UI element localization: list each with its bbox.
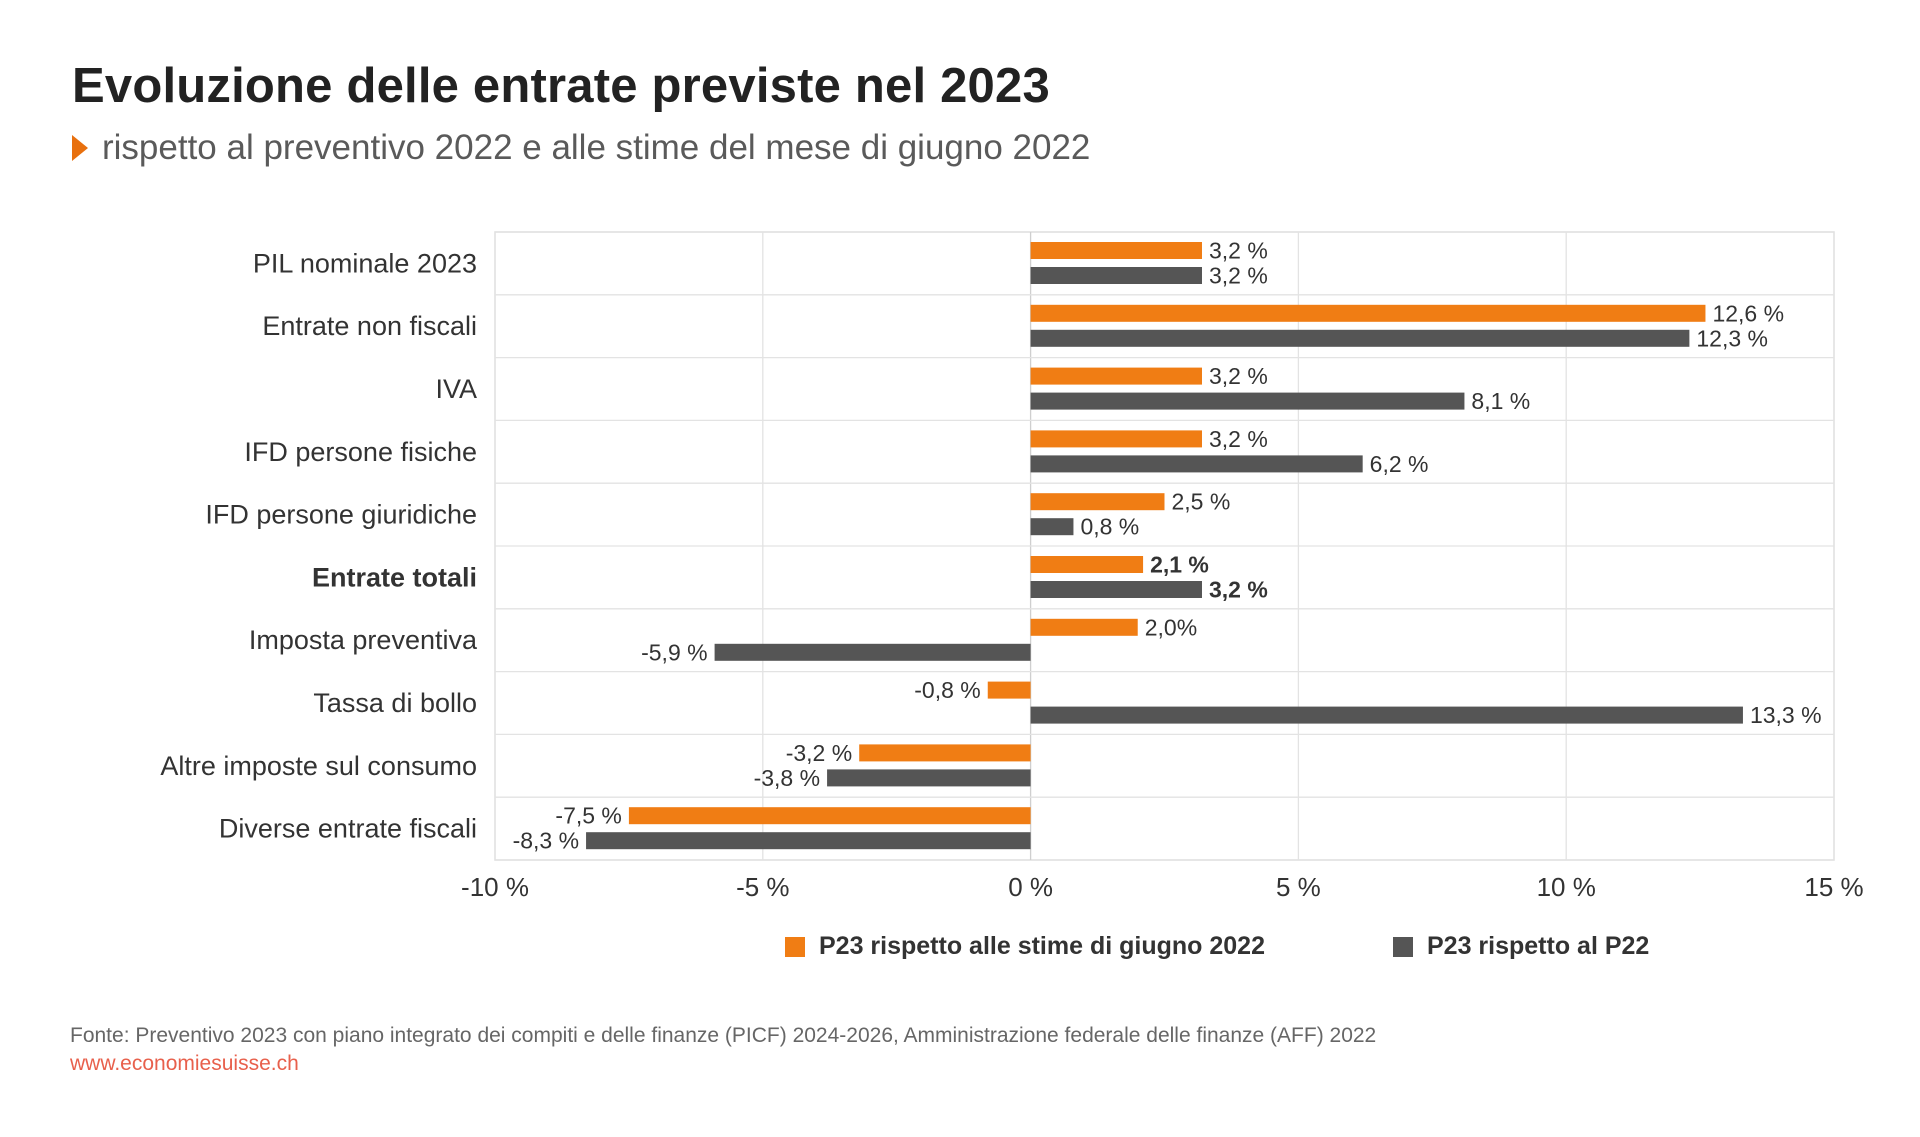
x-tick-label: -5 %	[736, 872, 789, 902]
legend-item-series-2: P23 rispetto al P22	[1393, 932, 1649, 961]
bar	[1030, 242, 1202, 259]
chart-title: Evoluzione delle entrate previste nel 20…	[72, 59, 1050, 113]
category-label: Diverse entrate fiscali	[219, 814, 477, 844]
category-label: Entrate totali	[312, 562, 477, 592]
category-label: Altre imposte sul consumo	[160, 751, 477, 781]
x-tick-label: 10 %	[1537, 872, 1596, 902]
bar	[714, 643, 1031, 661]
data-label: 2,1 %	[1150, 552, 1209, 578]
category-label: IFD persone fisiche	[244, 437, 477, 467]
x-tick-label: 0 %	[1008, 872, 1053, 902]
bar	[1030, 367, 1202, 385]
bar	[586, 832, 1031, 850]
data-label: 8,1 %	[1471, 388, 1530, 414]
legend-label-series-1: P23 rispetto alle stime di giugno 2022	[819, 932, 1265, 960]
data-label: 6,2 %	[1370, 451, 1429, 477]
legend-item-series-1: P23 rispetto alle stime di giugno 2022	[785, 932, 1265, 961]
x-tick-label: 15 %	[1804, 872, 1863, 902]
data-label: 3,2 %	[1209, 577, 1268, 603]
bar	[1030, 392, 1465, 410]
data-label: 3,2 %	[1209, 263, 1268, 289]
category-label: PIL nominale 2023	[253, 248, 477, 278]
bar	[1030, 618, 1138, 636]
source-note: Fonte: Preventivo 2023 con piano integra…	[70, 1024, 1377, 1047]
data-label: 0,8 %	[1080, 514, 1139, 540]
data-label: 3,2 %	[1209, 363, 1268, 389]
bar	[859, 744, 1031, 762]
triangle-marker-icon	[72, 135, 88, 161]
data-label: -0,8 %	[914, 677, 980, 703]
data-label: -7,5 %	[555, 803, 621, 829]
category-label: Entrate non fiscali	[262, 311, 477, 341]
data-label: 3,2 %	[1209, 426, 1268, 452]
bar	[628, 807, 1031, 825]
legend-swatch-series-2	[1393, 936, 1413, 957]
data-label: 12,3 %	[1696, 325, 1768, 351]
bar	[1030, 518, 1074, 536]
bar	[1030, 455, 1363, 473]
category-label: IFD persone giuridiche	[205, 500, 477, 530]
bar	[1030, 706, 1743, 724]
category-label: Imposta preventiva	[249, 625, 478, 655]
category-label: Tassa di bollo	[313, 688, 477, 718]
bar	[1030, 556, 1144, 573]
x-tick-label: -10 %	[461, 872, 529, 902]
bar	[1030, 304, 1706, 322]
subtitle-row: rispetto al preventivo 2022 e alle stime…	[72, 128, 1090, 168]
category-label: IVA	[435, 374, 477, 404]
chart-subtitle: rispetto al preventivo 2022 e alle stime…	[102, 128, 1091, 167]
legend-swatch-series-1	[785, 936, 805, 957]
bar-chart: -10 % -5 % 0 % 5 % 10 % 15 % PIL nominale 2023…	[160, 231, 1864, 902]
data-label: 12,6 %	[1712, 300, 1784, 326]
chart-legend: P23 rispetto alle stime di giugno 2022 P…	[0, 932, 1920, 972]
legend-label-series-2: P23 rispetto al P22	[1427, 932, 1650, 960]
data-label: 2,5 %	[1172, 489, 1231, 515]
data-label: -3,2 %	[786, 740, 852, 766]
bar	[1030, 329, 1690, 347]
data-label: 3,2 %	[1209, 238, 1268, 264]
bar	[987, 681, 1031, 699]
bar	[1030, 267, 1202, 284]
x-tick-label: 5 %	[1276, 872, 1321, 902]
data-label: -8,3 %	[513, 828, 579, 854]
bar	[1030, 581, 1202, 598]
bar	[1030, 493, 1165, 511]
data-label: -5,9 %	[641, 639, 707, 665]
data-label: 13,3 %	[1750, 702, 1822, 728]
website-link[interactable]: www.economiesuisse.ch	[70, 1052, 299, 1075]
bar	[827, 769, 1031, 787]
data-label: 2,0%	[1145, 614, 1197, 640]
data-label: -3,8 %	[754, 765, 820, 791]
bar	[1030, 430, 1202, 448]
